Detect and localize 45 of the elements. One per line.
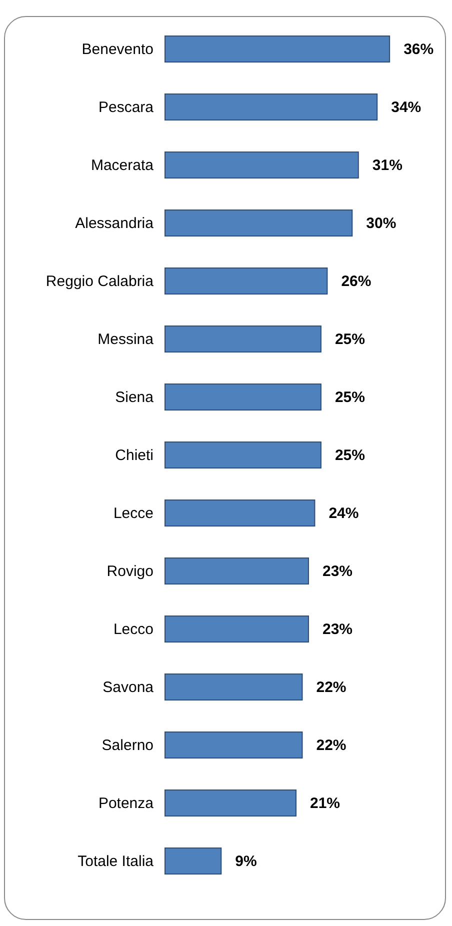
data-label: 24% — [328, 505, 359, 522]
y-tick-label: Chieti — [115, 447, 154, 464]
y-tick-label: Pescara — [98, 99, 154, 116]
y-tick-label: Alessandria — [75, 215, 154, 232]
data-label: 23% — [322, 563, 353, 580]
bar — [164, 732, 303, 758]
bar — [164, 674, 303, 700]
bar — [164, 384, 322, 410]
y-tick-label: Rovigo — [106, 563, 154, 580]
data-label: 31% — [372, 157, 402, 174]
y-tick-label: Benevento — [82, 41, 154, 58]
bar — [164, 210, 353, 236]
bar — [164, 848, 222, 874]
y-tick-label: Reggio Calabria — [46, 273, 154, 290]
bar — [164, 152, 359, 178]
bar — [164, 790, 297, 816]
data-label: 25% — [334, 389, 365, 406]
data-label: 36% — [404, 41, 434, 58]
data-label: 22% — [316, 679, 346, 696]
y-tick-label: Lecce — [113, 505, 154, 522]
bar — [164, 94, 378, 120]
y-tick-label: Potenza — [98, 795, 154, 812]
bar — [164, 268, 328, 294]
y-tick-label: Siena — [115, 389, 154, 406]
y-tick-label: Macerata — [90, 157, 154, 174]
data-label: 25% — [334, 447, 365, 464]
data-label: 23% — [322, 621, 353, 638]
y-tick-label: Savona — [102, 679, 154, 696]
y-tick-label: Salerno — [102, 737, 154, 754]
data-label: 26% — [341, 273, 372, 290]
data-label: 30% — [366, 215, 396, 232]
data-label: 22% — [316, 737, 346, 754]
bar — [164, 442, 322, 468]
bar — [164, 558, 309, 584]
y-tick-label: Totale Italia — [78, 853, 154, 870]
bar — [164, 36, 390, 62]
y-tick-label: Messina — [98, 331, 154, 348]
data-label: 21% — [310, 795, 340, 812]
bar — [164, 500, 316, 526]
bar — [164, 616, 309, 642]
data-label: 34% — [391, 99, 422, 116]
data-label: 9% — [235, 853, 257, 870]
bar — [164, 326, 322, 352]
y-tick-label: Lecco — [113, 621, 154, 638]
data-label: 25% — [334, 331, 365, 348]
